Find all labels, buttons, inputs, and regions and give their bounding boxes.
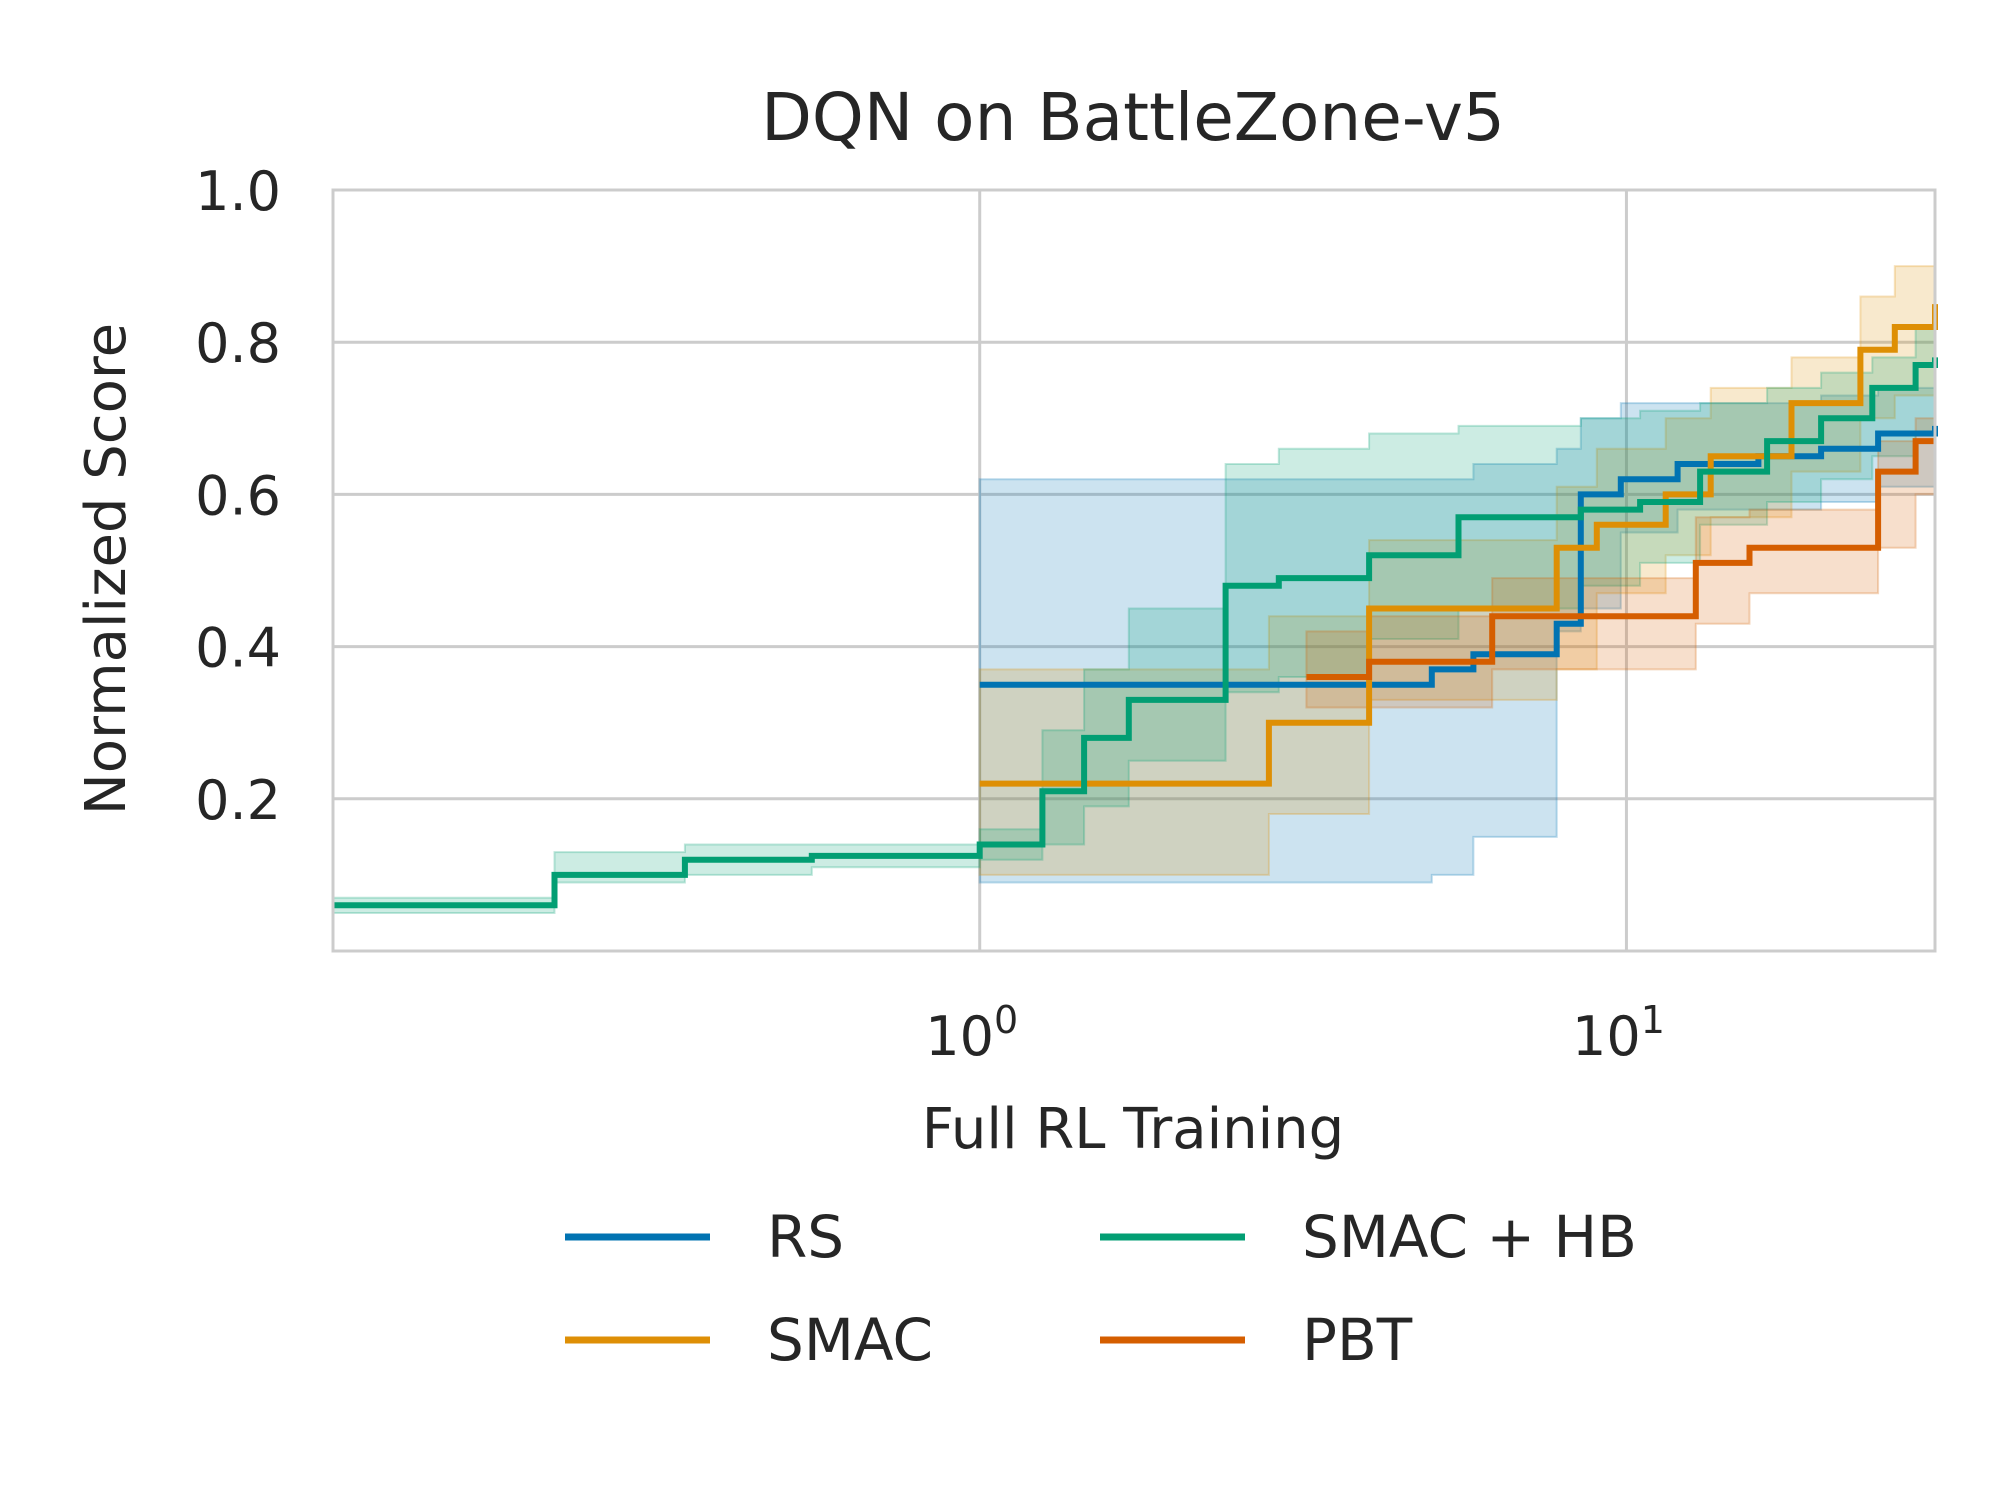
y-axis-label: Normalized Score xyxy=(74,323,139,815)
plot-frame xyxy=(331,188,1937,953)
x-tick-label: 101 xyxy=(1572,998,1665,1068)
legend: RS SMAC SMAC + HB PBT xyxy=(565,1203,1637,1374)
y-tick-label: 0.4 xyxy=(195,617,281,680)
y-tick-label: 0.6 xyxy=(195,464,281,527)
line-smac xyxy=(979,304,1938,787)
y-tick-label: 0.2 xyxy=(195,769,281,832)
confidence-bands xyxy=(332,250,1936,914)
x-axis-label: Full RL Training xyxy=(922,1097,1344,1162)
legend-label: PBT xyxy=(1302,1306,1413,1374)
x-tick-label: 100 xyxy=(925,998,1018,1068)
y-tick-label: 0.8 xyxy=(195,312,281,375)
series-lines xyxy=(333,304,1938,909)
y-tick-label: 1.0 xyxy=(195,160,281,223)
legend-label: RS xyxy=(767,1203,844,1271)
grid xyxy=(333,188,1935,951)
legend-label: SMAC + HB xyxy=(1302,1203,1637,1271)
legend-label: SMAC xyxy=(767,1306,933,1374)
chart-title: DQN on BattleZone-v5 xyxy=(761,79,1505,156)
line-pbt xyxy=(1306,438,1935,680)
line-smac-hb xyxy=(333,357,1938,909)
ticks: 0.2 0.4 0.6 0.8 1.0 100 101 xyxy=(195,160,1665,1068)
